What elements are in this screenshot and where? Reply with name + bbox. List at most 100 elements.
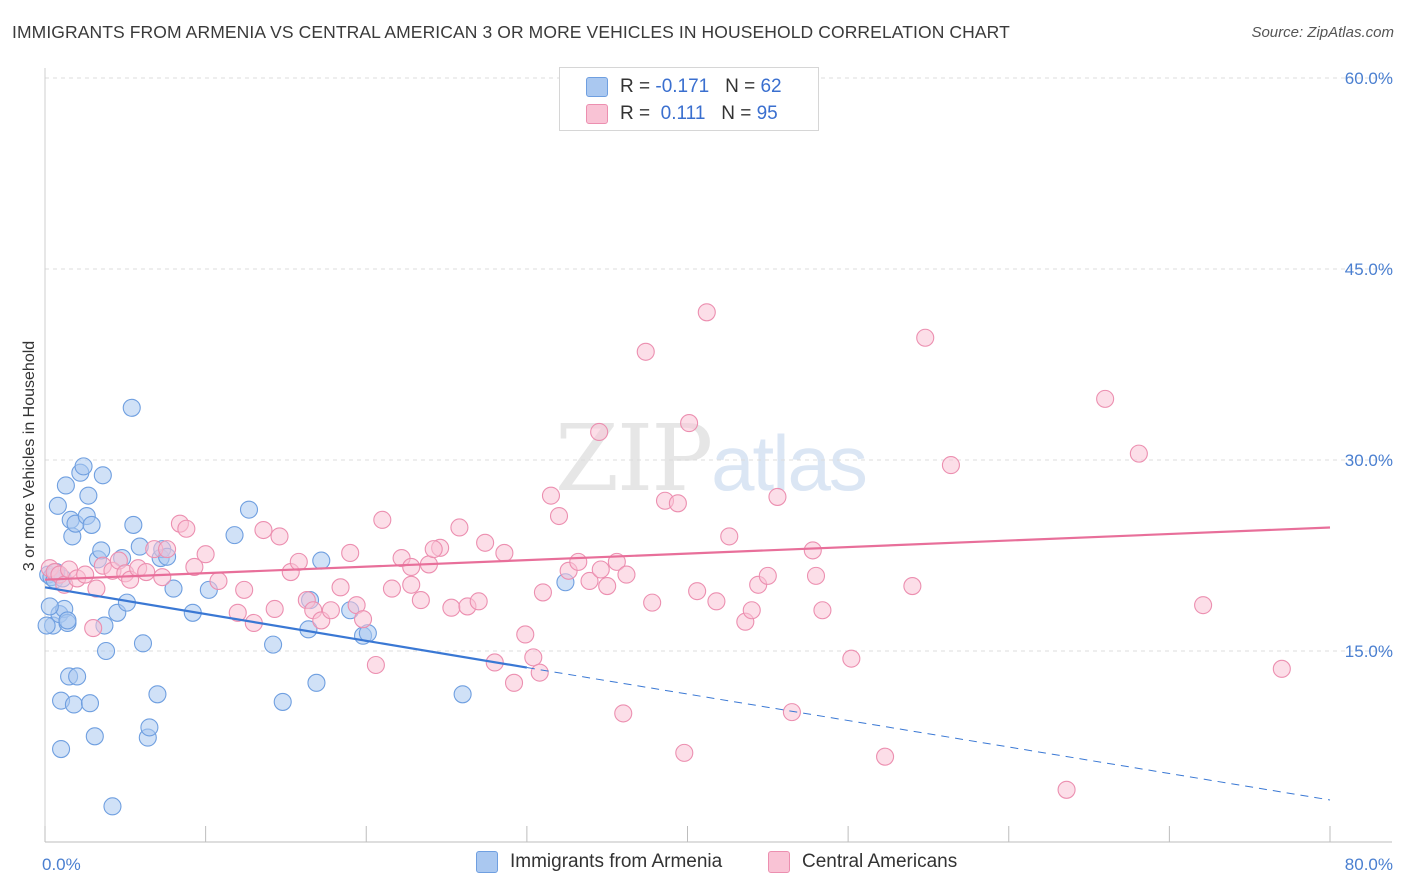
- data-point: [590, 422, 609, 442]
- data-point: [450, 518, 469, 537]
- legend-r-label: R =: [620, 76, 656, 97]
- data-point: [402, 557, 421, 577]
- data-point: [79, 486, 98, 505]
- data-point: [941, 456, 960, 475]
- data-point: [598, 577, 617, 596]
- data-point: [239, 500, 259, 519]
- x-tick-label: 0.0%: [42, 855, 81, 874]
- data-point: [68, 667, 87, 686]
- data-point: [643, 593, 662, 612]
- data-point: [903, 577, 922, 596]
- trend-lines: [44, 526, 1331, 801]
- y-tick-label: 30.0%: [1345, 451, 1393, 470]
- data-point: [209, 571, 228, 591]
- data-point: [373, 510, 392, 529]
- series-central-americans: [40, 303, 1291, 799]
- series-armenia: [37, 398, 575, 816]
- data-point: [235, 580, 254, 599]
- data-point: [453, 685, 472, 704]
- data-point: [225, 526, 244, 545]
- data-point: [312, 551, 331, 570]
- data-point: [382, 579, 402, 598]
- data-point: [707, 592, 726, 611]
- data-point: [264, 635, 283, 654]
- legend-n-value: 62: [760, 76, 782, 97]
- data-point: [103, 797, 122, 816]
- y-tick-label: 60.0%: [1345, 69, 1393, 88]
- data-point: [524, 648, 543, 667]
- source-credit: Source: ZipAtlas.com: [1251, 24, 1394, 41]
- data-point: [273, 692, 292, 711]
- trend-line-extension: [526, 667, 1331, 801]
- data-point: [541, 486, 561, 505]
- data-point: [758, 566, 777, 585]
- data-point: [80, 694, 100, 713]
- grid-lines: [45, 77, 1392, 652]
- data-point: [476, 533, 495, 552]
- data-point: [85, 727, 104, 746]
- chart-title: IMMIGRANTS FROM ARMENIA VS CENTRAL AMERI…: [12, 22, 1010, 42]
- data-point: [549, 506, 569, 526]
- data-point: [87, 579, 106, 598]
- data-point: [52, 739, 71, 759]
- data-point: [680, 414, 699, 433]
- data-point: [495, 543, 514, 563]
- data-point: [720, 527, 739, 546]
- data-point: [153, 568, 172, 587]
- data-point: [82, 515, 101, 534]
- data-point: [96, 641, 116, 661]
- data-point: [353, 610, 373, 629]
- legend-swatch-armenia: [586, 77, 608, 97]
- legend-n-label: N =: [725, 76, 761, 97]
- legend-label-armenia: Immigrants from Armenia: [510, 851, 723, 872]
- data-point: [140, 718, 159, 737]
- legend-r-label: R =: [620, 103, 656, 124]
- legend-row-central-americans: R = 0.111 N = 95: [586, 102, 778, 126]
- data-point: [270, 527, 289, 546]
- data-point: [289, 552, 308, 571]
- axis-labels: 15.0% 30.0% 45.0% 60.0% 0.0% 80.0% 3 or more V…: [21, 69, 1393, 874]
- data-point: [469, 592, 488, 611]
- data-point: [675, 743, 694, 762]
- data-point: [93, 466, 112, 485]
- data-point: [742, 601, 761, 620]
- data-point: [806, 566, 826, 585]
- data-point: [56, 476, 75, 495]
- legend-label-central-americans: Central Americans: [802, 851, 958, 872]
- legend-item-central-americans[interactable]: Central Americans: [768, 851, 957, 873]
- data-point: [48, 496, 67, 515]
- legend-r-value: -0.171: [655, 76, 710, 97]
- y-tick-label: 15.0%: [1345, 642, 1393, 661]
- data-point: [64, 695, 83, 714]
- data-point: [1129, 444, 1148, 463]
- data-point: [58, 611, 77, 630]
- series-legend: Immigrants from Armenia Central American…: [0, 851, 1406, 877]
- data-point: [124, 515, 143, 534]
- data-point: [782, 703, 801, 722]
- data-point: [842, 649, 861, 668]
- data-point: [92, 541, 111, 560]
- legend-item-armenia[interactable]: Immigrants from Armenia: [476, 851, 722, 873]
- data-point: [614, 704, 633, 723]
- data-point: [402, 575, 421, 594]
- data-point: [591, 560, 610, 579]
- legend-swatch-central-americans: [586, 104, 608, 124]
- data-point: [803, 541, 822, 560]
- data-point: [307, 673, 326, 692]
- legend-r-value: 0.111: [655, 103, 706, 124]
- correlation-legend: R = -0.171 N = 62 R = 0.111 N = 95: [559, 67, 819, 131]
- data-point: [1194, 596, 1213, 615]
- data-point: [177, 519, 196, 538]
- trend-line: [44, 586, 528, 669]
- legend-swatch-central-americans: [768, 851, 790, 873]
- data-point: [533, 583, 552, 602]
- data-point: [1096, 389, 1115, 408]
- data-point: [1057, 780, 1076, 799]
- data-point: [185, 557, 204, 577]
- data-point: [876, 747, 895, 766]
- data-point: [331, 578, 350, 597]
- data-point: [254, 520, 273, 540]
- legend-row-armenia: R = -0.171 N = 62: [586, 75, 782, 99]
- data-point: [813, 601, 832, 620]
